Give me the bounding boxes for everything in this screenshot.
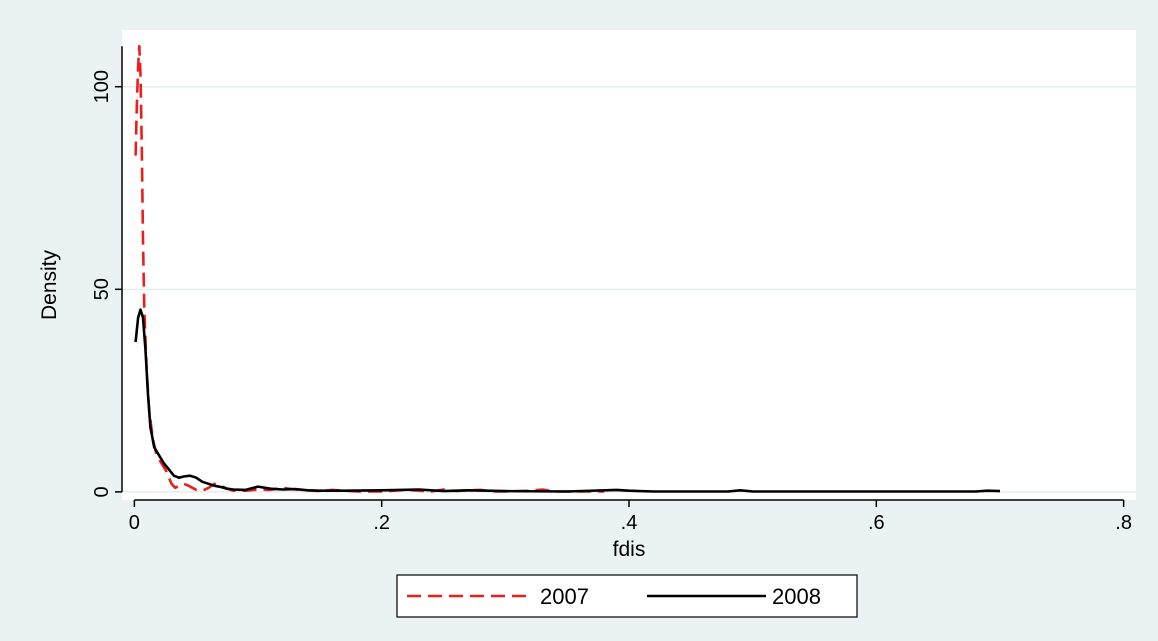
series-lines (134, 44, 1001, 493)
plot-area (122, 30, 1136, 500)
legend-label-2007: 2007 (540, 584, 589, 609)
series-line-2008 (134, 308, 1001, 493)
x-tick-label: .4 (621, 512, 638, 534)
y-tick-label: 0 (91, 486, 113, 497)
y-tick-label: 100 (91, 70, 113, 103)
legend-label-2008: 2008 (772, 584, 821, 609)
legend: 2007 2008 (396, 574, 858, 618)
y-tick-label: 50 (91, 278, 113, 300)
y-axis-title: Density (38, 249, 61, 320)
x-tick-label: .6 (868, 512, 885, 534)
x-axis-title: fdis (613, 538, 646, 561)
x-tick-label: 0 (129, 512, 140, 534)
x-tick-label: .2 (373, 512, 390, 534)
ticks: 0 .2 .4 .6 .8 0 50 100 (91, 70, 1132, 534)
x-tick-label: .8 (1115, 512, 1132, 534)
